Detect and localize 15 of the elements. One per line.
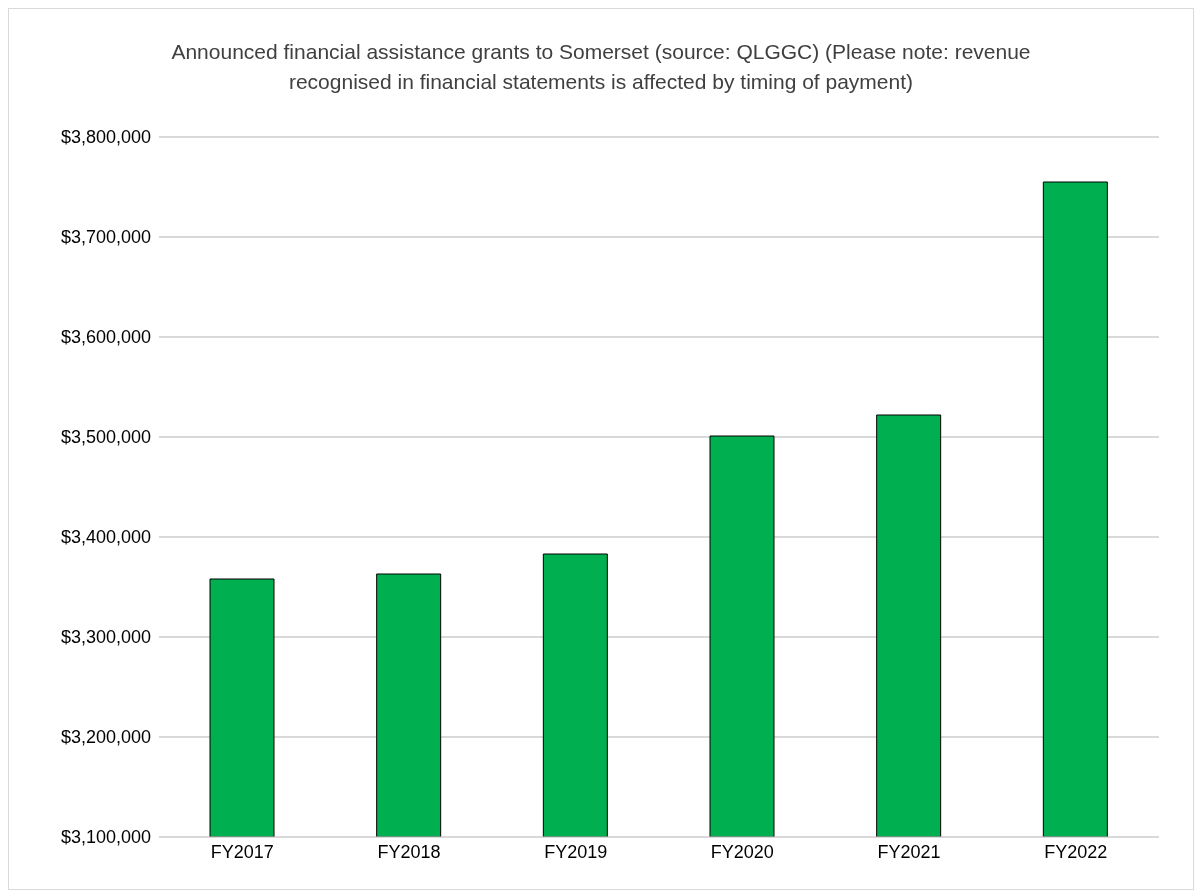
x-tick-label: FY2019: [544, 841, 608, 862]
x-tick-label: FY2018: [377, 841, 441, 862]
y-tick-label: $3,200,000: [60, 727, 151, 748]
x-tick-label: FY2022: [1044, 841, 1108, 862]
y-tick-label: $3,700,000: [60, 227, 151, 248]
y-tick-label: $3,300,000: [60, 627, 151, 648]
y-tick-label: $3,100,000: [60, 827, 151, 848]
y-tick-label: $3,400,000: [60, 527, 151, 548]
x-tick-label: FY2017: [210, 841, 274, 862]
y-tick-label: $3,600,000: [60, 327, 151, 348]
y-tick-label: $3,500,000: [60, 427, 151, 448]
chart-title: Announced financial assistance grants to Somerset (source: QLGGC) (Please note: revenue recognised in financial statements is affected by timing of payment): [170, 39, 1032, 95]
y-tick-label: $3,800,000: [60, 127, 151, 148]
x-tick-label: FY2021: [877, 841, 941, 862]
x-tick-label: FY2020: [710, 841, 774, 862]
